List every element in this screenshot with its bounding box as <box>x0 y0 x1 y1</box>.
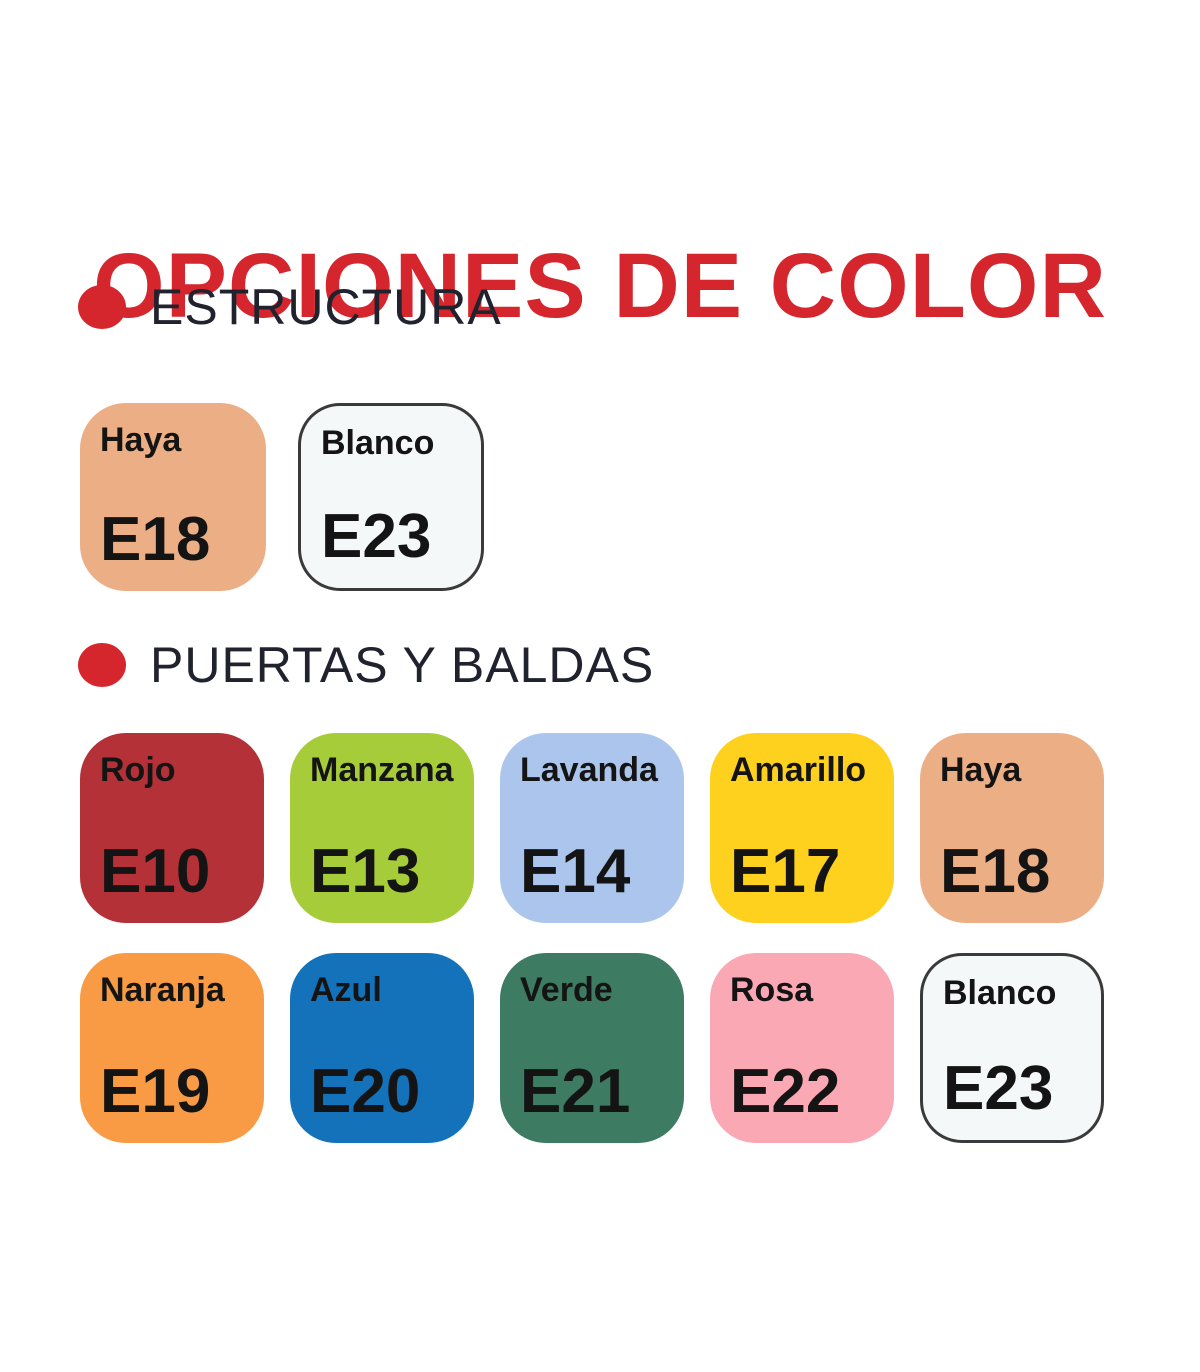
swatch-rosa-e22: Rosa E22 <box>710 953 894 1143</box>
swatch-color-code: E14 <box>520 837 631 906</box>
swatch-blanco-e23: Blanco E23 <box>298 403 484 591</box>
swatch-color-name: Rojo <box>100 751 176 789</box>
swatch-azul-e20: Azul E20 <box>290 953 474 1143</box>
section-header-puertas-y-baldas: PUERTAS Y BALDAS <box>78 637 655 693</box>
swatch-color-code: E22 <box>730 1057 841 1126</box>
swatch-color-name: Rosa <box>730 971 814 1009</box>
swatch-color-name: Blanco <box>943 974 1057 1012</box>
swatch-color-code: E23 <box>943 1054 1054 1123</box>
swatch-color-code: E17 <box>730 837 841 906</box>
swatch-color-name: Amarillo <box>730 751 867 789</box>
swatch-color-code: E18 <box>100 505 211 574</box>
section-label: PUERTAS Y BALDAS <box>150 637 655 693</box>
swatch-color-name: Haya <box>100 421 182 459</box>
swatch-amarillo-e17: Amarillo E17 <box>710 733 894 923</box>
swatch-verde-e21: Verde E21 <box>500 953 684 1143</box>
swatch-color-name: Manzana <box>310 751 454 789</box>
swatch-color-code: E19 <box>100 1057 211 1126</box>
red-bullet-icon <box>78 285 126 329</box>
red-bullet-icon <box>78 643 126 687</box>
page-title: OPCIONES DE COLOR <box>93 234 1107 337</box>
section-header-estructura: ESTRUCTURA <box>78 279 502 335</box>
swatch-naranja-e19: Naranja E19 <box>80 953 264 1143</box>
swatch-manzana-e13: Manzana E13 <box>290 733 474 923</box>
swatch-color-name: Lavanda <box>520 751 658 789</box>
swatch-color-name: Haya <box>940 751 1022 789</box>
swatch-rojo-e10: Rojo E10 <box>80 733 264 923</box>
swatch-haya-e18: Haya E18 <box>920 733 1104 923</box>
swatch-blanco-e23: Blanco E23 <box>920 953 1104 1143</box>
swatch-color-name: Verde <box>520 971 613 1009</box>
swatch-haya-e18: Haya E18 <box>80 403 266 591</box>
swatch-color-code: E10 <box>100 837 211 906</box>
swatch-color-code: E23 <box>321 502 432 571</box>
swatch-color-name: Blanco <box>321 424 435 462</box>
swatch-color-code: E13 <box>310 837 421 906</box>
swatch-color-code: E18 <box>940 837 1051 906</box>
swatch-color-code: E21 <box>520 1057 631 1126</box>
swatch-color-name: Naranja <box>100 971 225 1009</box>
swatch-color-name: Azul <box>310 971 382 1009</box>
swatch-lavanda-e14: Lavanda E14 <box>500 733 684 923</box>
section-label: ESTRUCTURA <box>150 279 502 335</box>
swatch-color-code: E20 <box>310 1057 421 1126</box>
